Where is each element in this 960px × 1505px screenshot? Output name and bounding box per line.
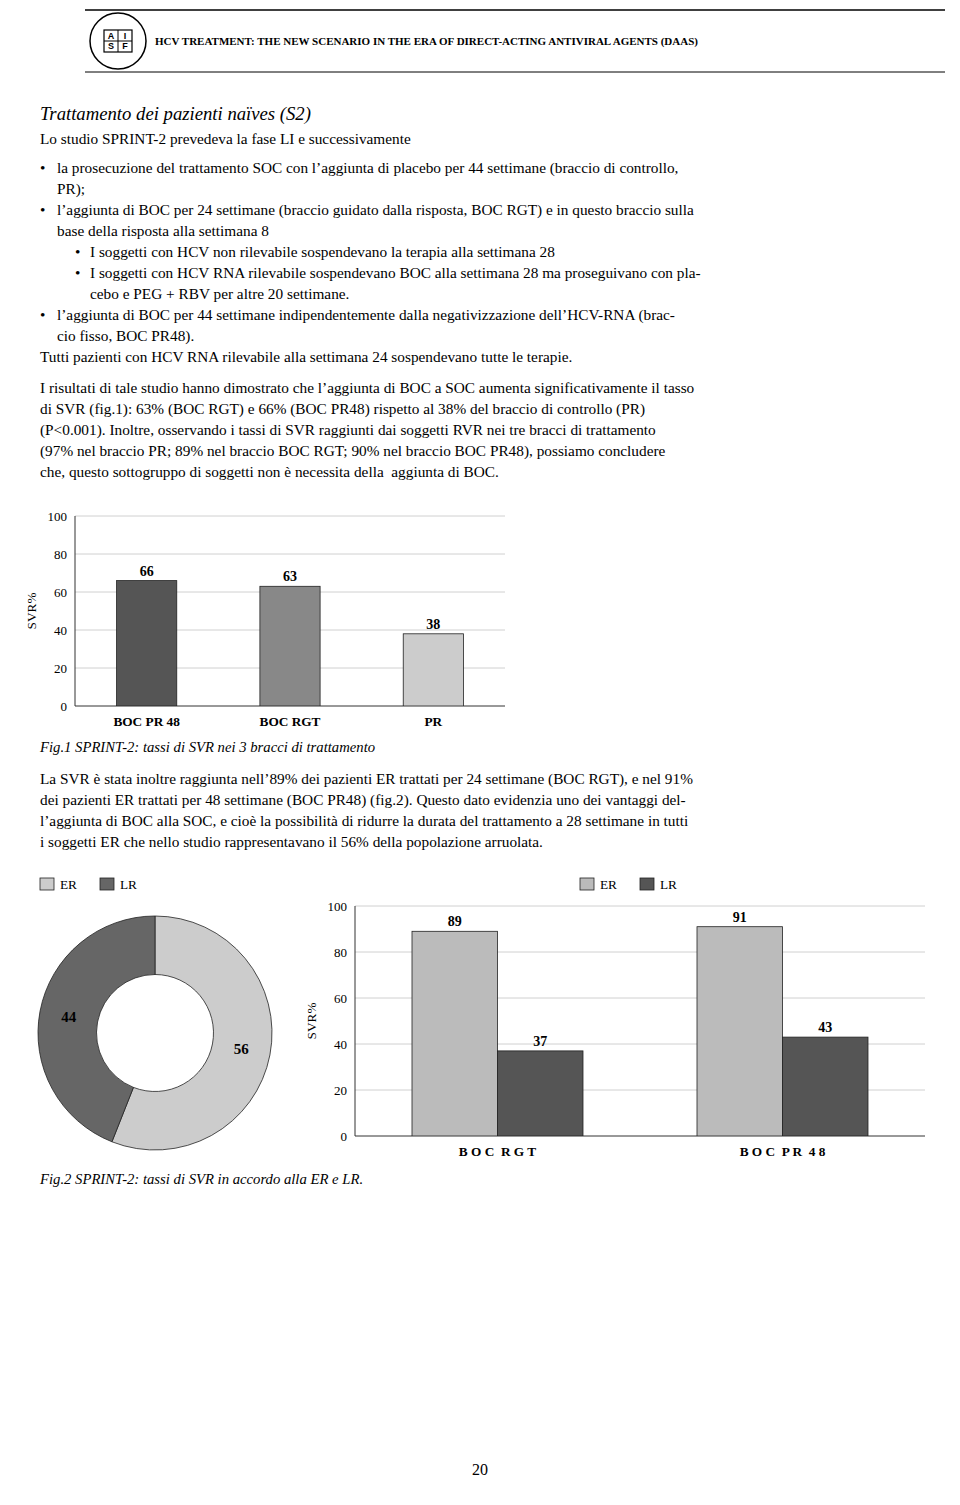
y-tick-label: 0: [341, 1129, 348, 1144]
body-text: La SVR è stata inoltre raggiunta nell’89…: [40, 771, 693, 786]
body-text: la prosecuzione del trattamento SOC con …: [57, 160, 678, 175]
header-title: HCV TREATMENT: THE NEW SCENARIO IN THE E…: [155, 35, 698, 48]
data-labels: 89 37 91 43: [448, 910, 833, 1049]
body-text: Lo studio SPRINT-2 prevedeva la fase LI …: [40, 131, 411, 146]
body-text: (P<0.001). Inoltre, osservando i tassi d…: [40, 422, 656, 437]
header-rule: [85, 72, 945, 73]
data-label: 66: [140, 564, 154, 579]
bullet: •: [75, 244, 80, 259]
body-text: cebo e PEG + RBV per altre 20 settimane.: [90, 286, 349, 301]
bar: [117, 581, 177, 706]
y-tick-label: 60: [54, 585, 67, 600]
data-label: 37: [533, 1034, 547, 1049]
page-number: 20: [472, 1462, 488, 1478]
legend-swatch: [640, 878, 654, 890]
y-tick-label: 80: [54, 547, 67, 562]
x-tick-label: B O C P R 4 8: [740, 1144, 826, 1159]
logo-box: [104, 30, 132, 52]
y-tick-label: 0: [61, 699, 68, 714]
bar-chart: 0 20 40 60 80 100 SVR% 66 63 38 BOC PR 48 BOC RGT PR: [20, 500, 520, 736]
bullet: •: [40, 307, 45, 322]
body-text: (97% nel braccio PR; 89% nel braccio BOC…: [40, 443, 665, 458]
logo-letter: I: [124, 31, 127, 41]
body-text: cio fisso, BOC PR48).: [57, 328, 194, 343]
legend-swatch: [40, 878, 54, 890]
bar-chart: 0 20 40 60 80 100 SVR% 89 37 91 43 B O C R G T B O C…: [300, 870, 940, 1166]
bars: [412, 927, 868, 1136]
x-tick-label: BOC PR 48: [113, 714, 180, 729]
x-tick-label: B O C R G T: [459, 1144, 536, 1159]
data-label: 91: [733, 910, 747, 925]
body-text: l’aggiunta di BOC per 44 settimane indip…: [57, 307, 675, 322]
slices: [38, 916, 272, 1150]
logo-letter: S: [108, 41, 114, 51]
y-axis: [355, 906, 356, 1136]
page-title: Trattamento dei pazienti naïves (S2): [40, 105, 311, 124]
header: AISF HCV TREATMENT: THE NEW SCENARIO IN T…: [0, 0, 960, 90]
grid-line: [75, 516, 505, 517]
legend-swatch: [580, 878, 594, 890]
bars: [117, 581, 464, 706]
page: AISF HCV TREATMENT: THE NEW SCENARIO IN T…: [0, 0, 960, 1505]
logo-letter: F: [122, 41, 128, 51]
logo-divider: [118, 30, 119, 52]
legend-label: LR: [660, 877, 677, 892]
body-text: I soggetti con HCV non rilevabile sospen…: [90, 244, 555, 259]
legend-label: ER: [60, 877, 77, 892]
bar: [260, 586, 320, 706]
data-label: 56: [234, 1041, 250, 1057]
data-label: 89: [448, 914, 462, 929]
legend-label: ER: [600, 877, 617, 892]
y-tick-label: 100: [48, 509, 68, 524]
y-tick-label: 20: [334, 1083, 347, 1098]
bullet: •: [40, 202, 45, 217]
x-tick-label: BOC RGT: [260, 714, 321, 729]
body-text: l’aggiunta di BOC per 24 settimane (brac…: [57, 202, 694, 217]
slice: [38, 916, 155, 1142]
bar: [412, 931, 498, 1136]
grid-line: [75, 554, 505, 555]
data-label: 38: [426, 617, 440, 632]
data-labels: 56 44: [61, 1009, 249, 1058]
body-text: I soggetti con HCV RNA rilevabile sospen…: [90, 265, 701, 280]
body-text: I risultati di tale studio hanno dimostr…: [40, 380, 694, 395]
y-tick-label: 40: [54, 623, 67, 638]
body-text: l’aggiunta di BOC alla SOC, e cioè la po…: [40, 813, 688, 828]
y-tick-label: 20: [54, 661, 67, 676]
legend-label: LR: [120, 877, 137, 892]
bar: [403, 634, 463, 706]
y-axis-label: SVR%: [304, 1003, 319, 1040]
figure-caption: Fig.1 SPRINT-2: tassi di SVR nei 3 bracc…: [40, 740, 375, 755]
logo-letter: A: [108, 31, 115, 41]
logo-circle: [90, 13, 146, 69]
data-label: 43: [818, 1020, 832, 1035]
y-tick-label: 100: [328, 899, 348, 914]
bullet: •: [75, 265, 80, 280]
header-rule: [85, 9, 945, 10]
y-axis-label: SVR%: [24, 593, 39, 630]
body-text: base della risposta alla settimana 8: [57, 223, 269, 238]
bar: [697, 927, 783, 1136]
y-tick-label: 80: [334, 945, 347, 960]
body-text: Tutti pazienti con HCV RNA rilevabile al…: [40, 349, 572, 364]
figure-caption: Fig.2 SPRINT-2: tassi di SVR in accordo …: [40, 1172, 363, 1187]
body-text: i soggetti ER che nello studio rappresen…: [40, 834, 543, 849]
legend-swatch: [100, 878, 114, 890]
donut-chart: 56 44 ER LR: [30, 870, 280, 1160]
body-text: di SVR (fig.1): 63% (BOC RGT) e 66% (BOC…: [40, 401, 645, 416]
y-tick-label: 60: [334, 991, 347, 1006]
bar: [498, 1051, 584, 1136]
y-tick-label: 40: [334, 1037, 347, 1052]
y-axis: [75, 516, 76, 706]
x-tick-label: PR: [424, 714, 442, 729]
body-text: PR);: [57, 181, 85, 196]
bullet: •: [40, 160, 45, 175]
data-label: 63: [283, 569, 297, 584]
bar: [783, 1037, 869, 1136]
grid-line: [355, 906, 925, 907]
data-labels: 66 63 38: [140, 564, 441, 632]
body-text: dei pazienti ER trattati per 48 settiman…: [40, 792, 686, 807]
data-label: 44: [61, 1009, 76, 1025]
body-text: che, questo sottogruppo di soggetti non …: [40, 464, 499, 479]
